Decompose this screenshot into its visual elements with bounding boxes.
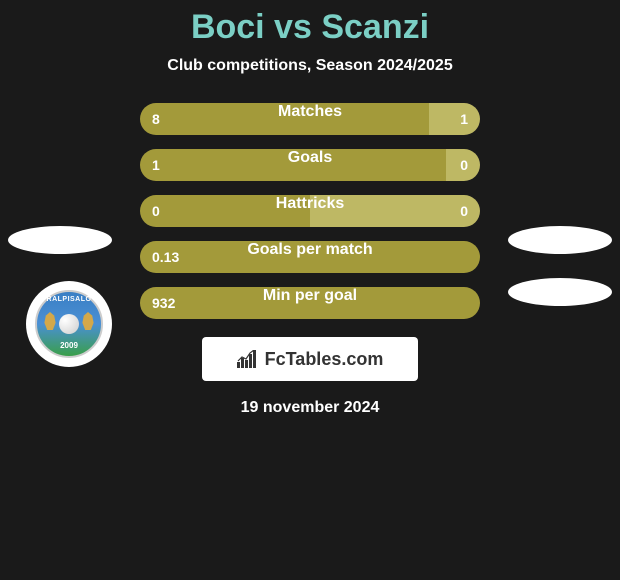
subtitle: Club competitions, Season 2024/2025 (0, 57, 620, 75)
stat-label: Goals (288, 149, 332, 167)
stat-right-value: 1 (429, 103, 480, 135)
badge-top-text: RALPISALO (47, 296, 92, 303)
stat-bar: 00Hattricks (140, 195, 480, 227)
stat-label: Matches (278, 103, 342, 121)
lion-right-icon (81, 312, 95, 330)
lion-left-icon (43, 312, 57, 330)
stat-bar: 932Min per goal (140, 287, 480, 319)
team-left-oval (8, 226, 112, 254)
fctables-brand: FcTables.com (202, 337, 418, 381)
team-left-badge: RALPISALO 2009 (26, 281, 112, 367)
stat-bar: 0.13Goals per match (140, 241, 480, 273)
team-right-oval-2 (508, 278, 612, 306)
date-text: 19 november 2024 (0, 399, 620, 417)
stats-area: RALPISALO 2009 81Matches10Goals00Hattric… (0, 103, 620, 319)
stat-label: Min per goal (263, 287, 357, 305)
soccer-ball-icon (59, 314, 79, 334)
stat-row: 10Goals (0, 149, 620, 181)
badge-inner: RALPISALO 2009 (35, 290, 103, 358)
stat-bar: 81Matches (140, 103, 480, 135)
stat-right-value: 0 (446, 149, 480, 181)
badge-year: 2009 (60, 341, 78, 350)
page-title: Boci vs Scanzi (0, 8, 620, 47)
stat-bar: 10Goals (140, 149, 480, 181)
stat-row: 00Hattricks (0, 195, 620, 227)
stat-row: 81Matches (0, 103, 620, 135)
team-right-oval-1 (508, 226, 612, 254)
stat-label: Goals per match (247, 241, 372, 259)
bar-chart-icon (237, 350, 259, 368)
brand-text: FcTables.com (265, 349, 384, 370)
stat-label: Hattricks (276, 195, 344, 213)
